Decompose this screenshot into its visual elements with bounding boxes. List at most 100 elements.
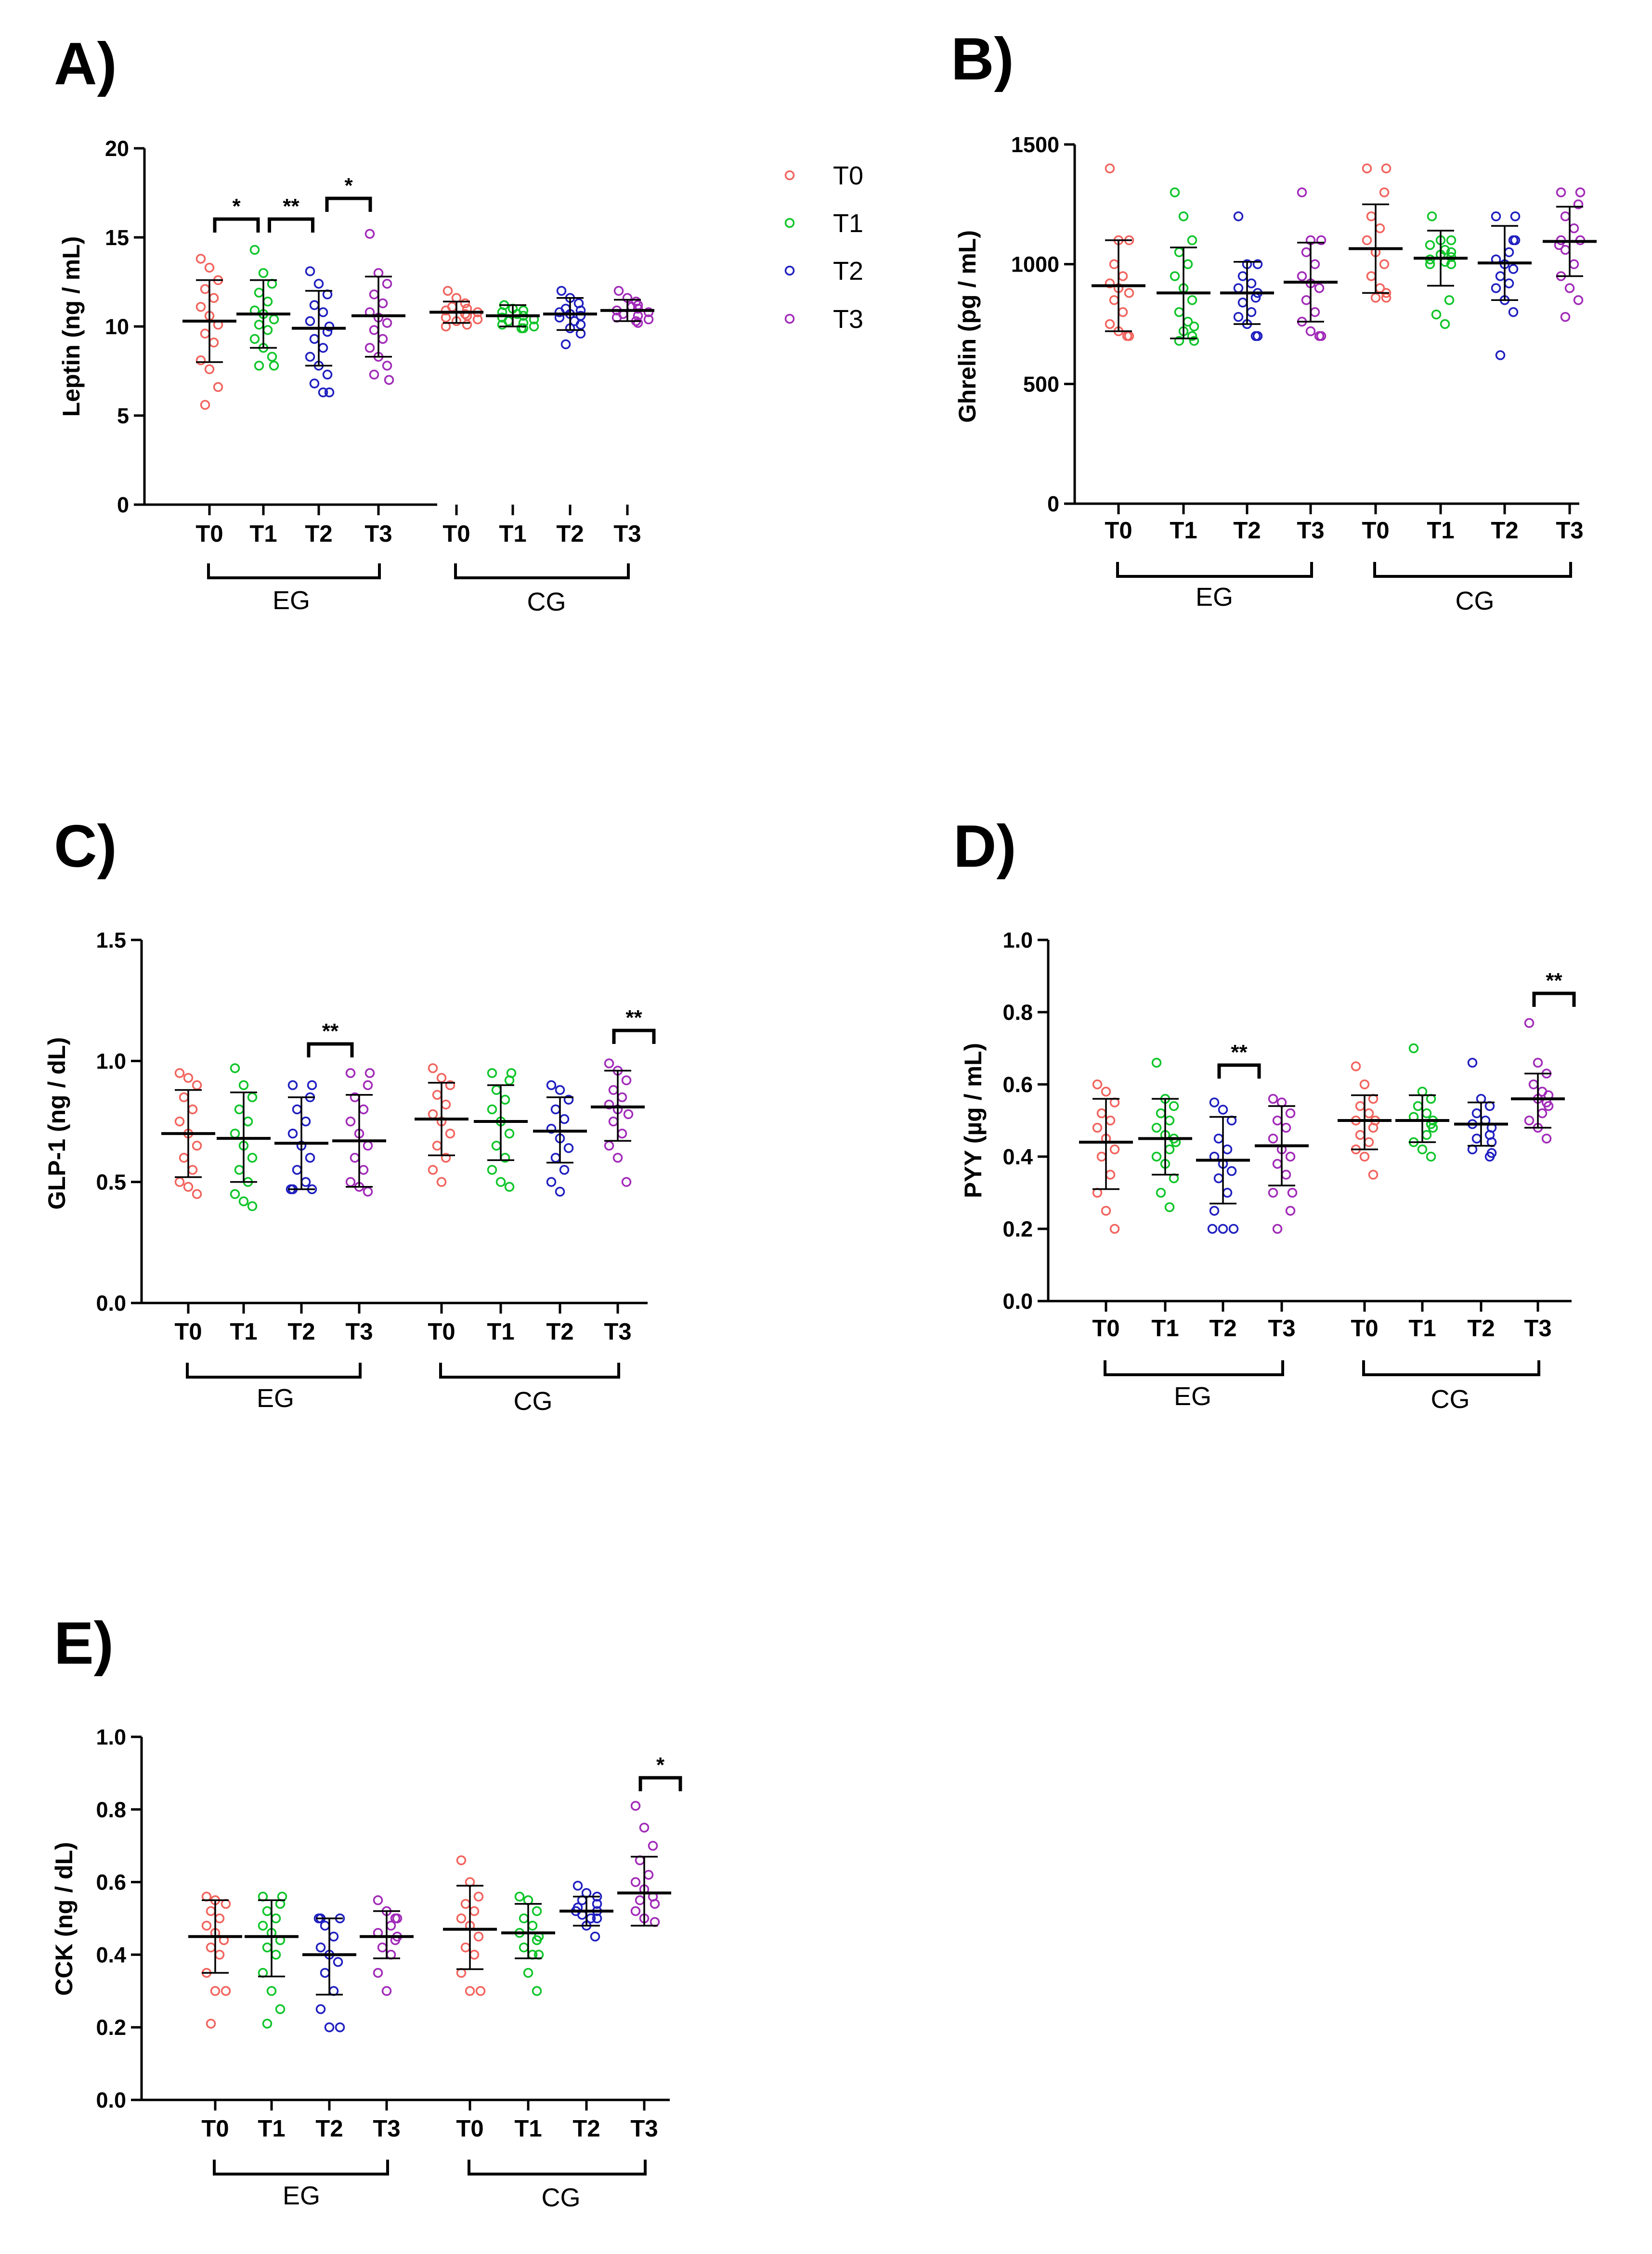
y-tick-label: 1.0 xyxy=(1002,928,1033,952)
data-point xyxy=(1444,295,1455,305)
data-point xyxy=(1491,283,1501,293)
data-point xyxy=(460,298,470,309)
data-point xyxy=(1316,331,1327,341)
data-point xyxy=(1379,187,1390,197)
data-point xyxy=(262,296,273,307)
data-point xyxy=(608,1085,619,1095)
data-point xyxy=(1268,1094,1278,1104)
significance-star: ** xyxy=(625,1006,642,1029)
y-tick-label: 1.5 xyxy=(96,928,126,952)
data-point xyxy=(1105,163,1115,173)
series-eg-t1 xyxy=(1138,1057,1192,1212)
data-point xyxy=(1272,1115,1283,1126)
legend-marker xyxy=(784,313,795,324)
data-point xyxy=(497,320,507,330)
data-point xyxy=(445,1128,455,1139)
data-point xyxy=(1537,1108,1548,1119)
series-eg-t0 xyxy=(188,1891,242,2029)
data-point xyxy=(621,1075,632,1085)
data-point xyxy=(546,1123,557,1134)
series-cg-t1 xyxy=(501,1891,555,1996)
data-point xyxy=(221,1986,231,1996)
series-eg-t1 xyxy=(1157,187,1210,346)
data-point xyxy=(1285,1206,1296,1216)
data-point xyxy=(432,1141,442,1151)
series-cg-t2 xyxy=(543,286,597,350)
x-tick-label: T0 xyxy=(174,1319,202,1345)
x-tick-label: T2 xyxy=(287,1319,315,1345)
data-point xyxy=(469,1950,480,1960)
x-tick-label: T2 xyxy=(305,521,332,547)
x-tick-label: T3 xyxy=(1297,518,1324,544)
data-point xyxy=(469,1906,480,1916)
data-point xyxy=(267,352,277,362)
data-point xyxy=(1187,295,1197,305)
significance-bracket xyxy=(325,196,372,212)
data-point xyxy=(650,1899,660,1909)
data-point xyxy=(1573,199,1584,209)
data-point xyxy=(1213,1173,1224,1184)
data-point xyxy=(436,1073,447,1083)
data-point xyxy=(1446,235,1457,246)
y-tick-label: 0.6 xyxy=(1002,1072,1033,1097)
group-label: CG xyxy=(542,2183,581,2212)
legend-item-t1: T1 xyxy=(784,209,863,238)
data-point xyxy=(271,1913,281,1924)
significance-star: ** xyxy=(322,1019,339,1043)
data-point xyxy=(1252,331,1263,341)
data-point xyxy=(592,1913,602,1924)
data-point xyxy=(445,1080,455,1090)
significance-star: ** xyxy=(283,195,299,218)
series-cg-t1 xyxy=(1414,211,1468,329)
data-point xyxy=(247,1092,258,1102)
data-point xyxy=(201,1920,212,1931)
series-cg-t0 xyxy=(443,1855,497,1996)
data-point xyxy=(1233,312,1244,322)
data-point xyxy=(504,1128,515,1139)
data-point xyxy=(1528,1079,1539,1090)
y-tick-label: 0.4 xyxy=(96,1942,126,1967)
data-point xyxy=(1417,1144,1428,1155)
series-cg-t1 xyxy=(474,1068,528,1192)
data-point xyxy=(1109,1224,1120,1234)
data-point xyxy=(546,1177,557,1187)
series-eg-t2 xyxy=(1196,1097,1250,1234)
data-point xyxy=(487,1068,497,1078)
data-point xyxy=(208,293,219,303)
y-tick-label: 0 xyxy=(117,493,129,517)
data-point xyxy=(1233,283,1244,293)
x-tick-label: T0 xyxy=(201,2116,229,2142)
panel-label: B) xyxy=(951,26,1014,92)
group-label: CG xyxy=(527,587,566,616)
data-point xyxy=(262,1906,273,1916)
data-point xyxy=(623,1109,634,1120)
data-point xyxy=(1366,271,1377,281)
x-tick-label: T2 xyxy=(1467,1316,1495,1342)
series-eg-t3 xyxy=(351,229,405,385)
data-point xyxy=(1118,271,1128,281)
data-point xyxy=(1164,1144,1175,1155)
data-point xyxy=(200,328,210,339)
data-point xyxy=(1366,211,1377,221)
data-point xyxy=(309,334,320,344)
data-point xyxy=(333,1957,343,1967)
data-point xyxy=(1187,235,1197,246)
series-cg-t3 xyxy=(617,1801,671,1927)
data-point xyxy=(287,1128,298,1139)
data-point xyxy=(363,1186,373,1197)
data-point xyxy=(1370,293,1381,303)
data-point xyxy=(532,1986,542,1996)
y-axis-title: PYY (µg / mL) xyxy=(960,1043,987,1198)
data-point xyxy=(621,1177,632,1187)
data-point xyxy=(462,320,472,330)
series-cg-t1 xyxy=(486,300,540,333)
data-point xyxy=(630,1877,641,1887)
significance-star: ** xyxy=(1231,1041,1248,1064)
data-point xyxy=(266,1986,277,1996)
series-cg-t3 xyxy=(591,1058,645,1187)
data-point xyxy=(504,1182,515,1192)
data-point xyxy=(1101,1206,1111,1216)
y-tick-label: 0.2 xyxy=(1002,1217,1033,1241)
series-eg-t3 xyxy=(1255,1094,1309,1234)
data-point xyxy=(1109,259,1119,269)
